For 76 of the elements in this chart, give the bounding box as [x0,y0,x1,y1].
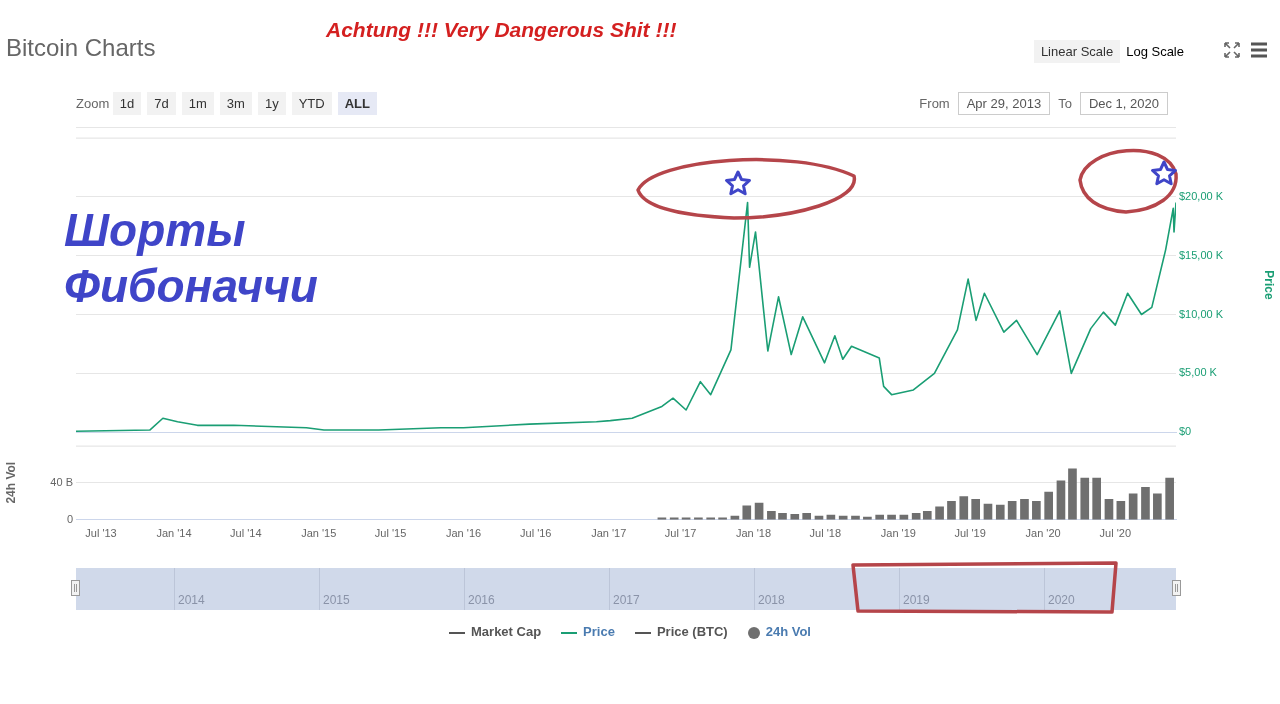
bar [935,506,944,520]
y-axis-title: 24h Vol [3,461,18,504]
x-tick-label: Jul '13 [85,527,117,540]
text: Dec 1, 2020 [1079,92,1168,115]
y-axis-title: Price [1262,270,1277,300]
text: 2019 [903,593,930,607]
bar [1104,499,1114,520]
x-tick-label: Jan '19 [880,527,916,540]
x-tick-label: Jan '16 [445,527,482,540]
x-tick-label: Jul '17 [664,527,697,540]
text: Achtung !!! Very Dangerous Shit !!! [326,18,677,42]
text: 1d [112,92,142,115]
text: From [919,96,950,111]
bar [1056,480,1066,520]
y-tick-label: 40 B [50,475,73,488]
x-tick-label: Jul '14 [230,527,262,540]
bar [742,505,752,520]
y-tick-label: $0 [1179,425,1192,438]
text: Apr 29, 2013 [957,92,1051,115]
x-tick-label: Jul '20 [1099,527,1132,540]
bar [1020,499,1029,520]
text: ALL [337,92,377,115]
y-tick-label: $10,00 K [1179,307,1224,320]
text: Linear Scale [1033,40,1121,63]
legend-label: Price [583,624,615,639]
bar [790,513,800,520]
bar [1007,500,1017,520]
bar [1044,491,1053,520]
x-tick-label: Jan '17 [591,527,627,540]
bar [947,500,956,520]
text: 3m [219,92,252,115]
bar [1080,477,1090,520]
x-tick-label: Jan '18 [735,527,772,540]
legend-label: 24h Vol [765,624,811,639]
text: 2018 [758,593,785,607]
bar [778,512,787,520]
chart-title: Bitcoin Charts [6,34,156,62]
bar [1141,487,1150,520]
bar [959,496,969,520]
x-tick-label: Jan '14 [156,527,192,540]
x-tick-label: Jan '20 [1025,527,1061,540]
x-tick-label: Jul '18 [809,527,842,540]
y-tick-label: 0 [66,512,73,525]
text: 7d [147,92,176,115]
text: 2016 [468,593,495,607]
text: Market Cap [471,624,542,639]
text: 2017 [613,593,640,607]
bar [802,512,812,520]
x-tick-label: Jul '16 [520,527,552,540]
text: To [1058,96,1072,111]
text: 1m [181,92,214,115]
bar [1032,500,1041,520]
bar [1165,477,1174,520]
bar [911,512,921,520]
text: 2015 [323,593,350,607]
text: Price (BTC) [656,624,728,639]
x-tick-label: Jan '15 [301,527,337,540]
text: 1y [257,92,286,115]
x-tick-label: Jul '15 [374,527,407,540]
bar [971,499,981,520]
text: 2014 [178,593,205,607]
text: Zoom [76,96,111,111]
text: 2020 [1048,593,1075,607]
text: Log Scale [1126,44,1184,59]
bar [1153,493,1162,520]
text: YTD [291,92,332,115]
y-tick-label: $15,00 K [1179,248,1224,261]
bar [767,511,776,520]
bar [922,511,932,520]
annotation: Шорты Фибоначчи [64,203,319,314]
bar [1092,477,1101,520]
y-tick-label: $20,00 K [1179,189,1224,202]
bar [1068,468,1077,520]
y-tick-label: $5,00 K [1179,366,1218,379]
bar [995,504,1005,520]
x-tick-label: Jul '19 [954,527,986,540]
